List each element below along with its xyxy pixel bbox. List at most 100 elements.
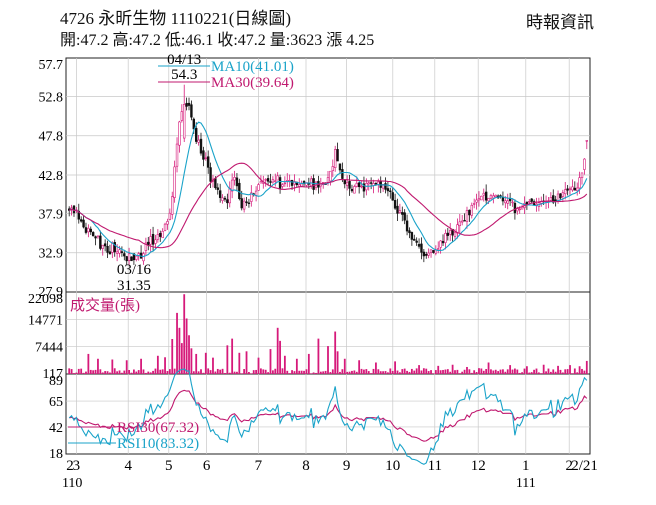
candle-body <box>242 200 246 210</box>
volume-bar <box>248 372 250 374</box>
volume-bar <box>128 369 131 374</box>
candle-body <box>389 190 392 192</box>
candle-body <box>125 256 128 262</box>
volume-bar <box>85 371 87 374</box>
volume-bar <box>135 371 138 374</box>
x-tick-label: 8 <box>302 458 310 474</box>
candle-body <box>247 202 251 204</box>
volume-bar <box>262 369 265 374</box>
volume-bar <box>394 361 396 374</box>
volume-bar <box>499 369 502 374</box>
volume-bar <box>130 372 133 374</box>
candle-body <box>185 102 188 107</box>
volume-bar <box>396 370 399 374</box>
candle-body <box>444 233 447 243</box>
candle-body <box>271 179 275 183</box>
grid-lines <box>66 58 590 454</box>
volume-bar <box>209 370 212 374</box>
volume-bar <box>166 371 169 374</box>
candle-body <box>151 234 155 245</box>
x-tick-label: 2 <box>66 458 74 474</box>
volume-bar <box>240 373 243 374</box>
candle-body <box>393 200 397 209</box>
volume-bar <box>305 369 308 374</box>
volume-bar <box>104 371 107 374</box>
candle-body <box>398 210 402 213</box>
ma10-line <box>68 121 588 258</box>
volume-bar <box>585 360 588 374</box>
candle-body <box>223 197 227 200</box>
volume-bar <box>176 312 178 374</box>
ma30-legend-label: MA30(39.64) <box>211 75 294 91</box>
rsi-tick-label: 65 <box>49 395 63 410</box>
volume-bar <box>252 370 255 374</box>
volume-bar <box>422 368 425 374</box>
volume-bar <box>286 370 289 374</box>
candle-body <box>173 166 176 198</box>
candle-body <box>391 192 394 201</box>
rsi10-line <box>68 368 588 465</box>
volume-bar <box>391 370 394 374</box>
candle-body <box>494 194 497 198</box>
candle-body <box>578 177 581 189</box>
candlesticks <box>67 84 589 265</box>
volume-bar <box>300 370 303 374</box>
candle-body <box>566 188 569 191</box>
volume-bar <box>557 365 559 374</box>
x-tick-label: 7 <box>255 458 263 474</box>
volume-bar <box>578 366 581 374</box>
candle-body <box>101 244 104 249</box>
volume-bar <box>427 371 430 374</box>
volume-bar <box>511 369 514 374</box>
volume-bar <box>523 368 526 374</box>
volume-bar <box>327 346 329 374</box>
price-tick-label: 37.9 <box>39 207 64 222</box>
x-tick-label: 2/21 <box>571 458 598 474</box>
candle-body <box>106 245 109 253</box>
volume-bar <box>133 369 135 374</box>
candle-body <box>199 138 203 154</box>
volume-bar <box>509 365 512 374</box>
candle-body <box>348 181 351 189</box>
volume-bar <box>463 369 466 374</box>
volume-bar <box>260 368 262 374</box>
candle-body <box>331 166 334 172</box>
x-tick-label: 10 <box>385 458 400 474</box>
volume-bar <box>279 340 281 374</box>
high-date-label: 04/13 <box>167 52 201 68</box>
volume-bar <box>418 365 420 374</box>
candle-body <box>355 182 358 187</box>
volume-bar <box>255 369 258 374</box>
price-tick-label: 27.9 <box>39 285 64 300</box>
candle-body <box>221 197 224 202</box>
candle-body <box>513 202 517 214</box>
candle-body <box>149 236 152 245</box>
volume-bar <box>257 357 260 374</box>
candle-body <box>357 182 361 188</box>
candle-body <box>250 192 253 202</box>
volume-bar <box>473 370 476 374</box>
volume-bar <box>456 369 459 374</box>
candle-body <box>571 186 574 191</box>
candle-body <box>103 243 107 247</box>
candle-body <box>276 175 279 181</box>
candle-body <box>439 240 442 248</box>
candle-body <box>559 193 562 199</box>
ohlc-summary: 開:47.2 高:47.2 低:46.1 收:47.2 量:3623 漲 4.2… <box>60 32 375 49</box>
volume-bar <box>154 368 157 374</box>
volume-bar <box>97 358 99 374</box>
candle-body <box>487 198 490 202</box>
volume-bar <box>188 335 190 374</box>
volume-bar <box>468 369 471 374</box>
candle-body <box>214 178 217 189</box>
candle-body <box>132 253 136 261</box>
volume-bar <box>449 371 452 374</box>
volume-bar <box>535 368 538 374</box>
volume-bar <box>490 369 492 374</box>
volume-bar <box>315 372 317 374</box>
volume-bar <box>123 370 126 374</box>
volume-bar <box>458 373 461 374</box>
candle-body <box>326 177 330 183</box>
volume-bar <box>581 368 583 374</box>
volume-bar <box>365 369 368 374</box>
